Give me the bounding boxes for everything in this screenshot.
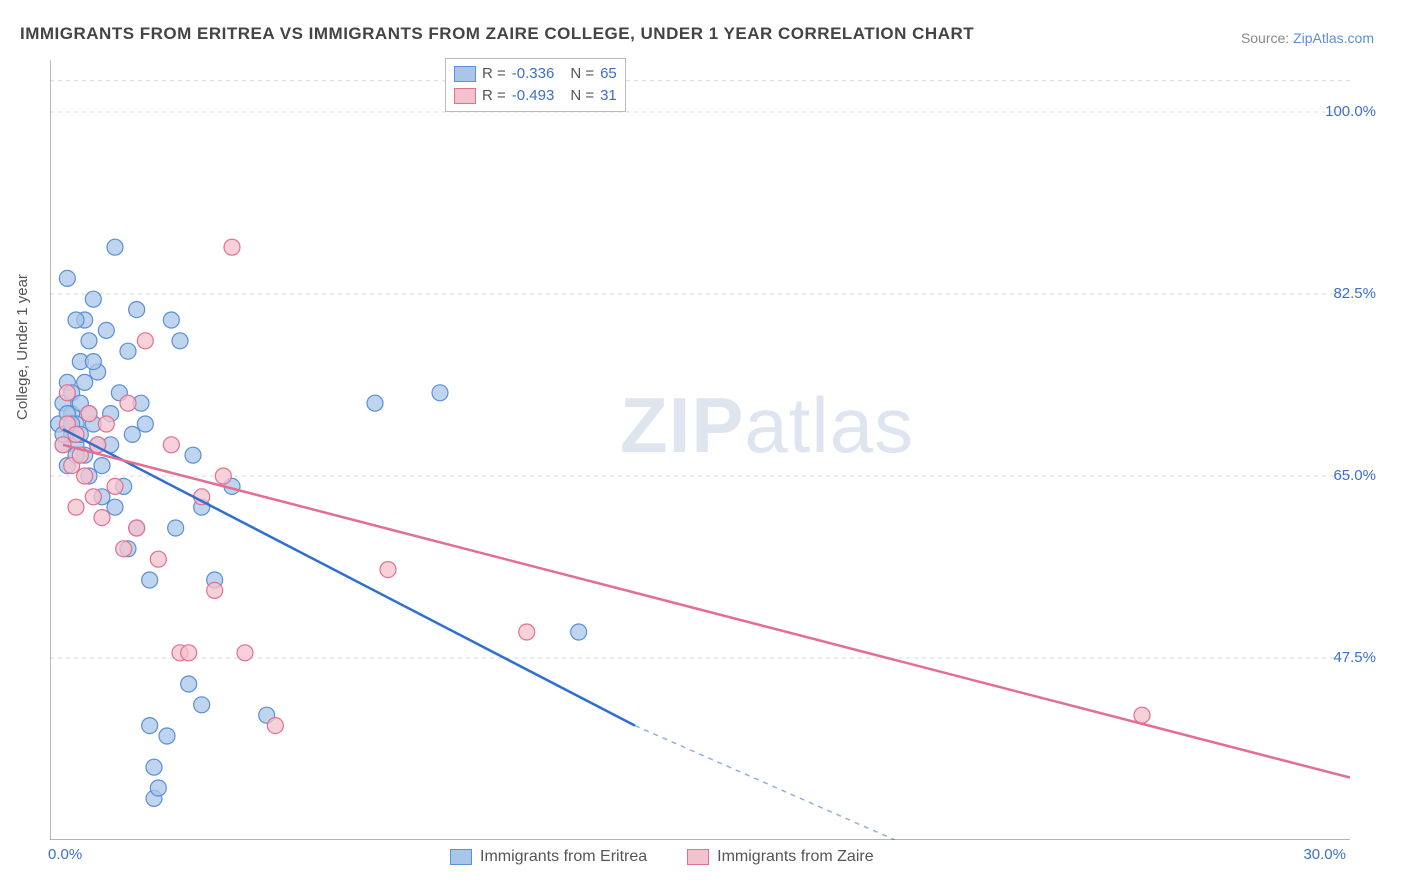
x-tick-label: 30.0% — [1303, 846, 1346, 863]
legend-correlation-row: R = -0.336 N = 65 — [454, 63, 617, 85]
y-tick-label: 47.5% — [1333, 649, 1376, 666]
legend-n-value: 31 — [600, 85, 617, 107]
y-tick-label: 65.0% — [1333, 467, 1376, 484]
source-link[interactable]: ZipAtlas.com — [1293, 30, 1374, 46]
legend-correlation-box: R = -0.336 N = 65 R = -0.493 N = 31 — [445, 58, 626, 112]
legend-n-label: N = — [570, 85, 594, 107]
legend-n-value: 65 — [600, 63, 617, 85]
x-tick-label: 0.0% — [48, 846, 82, 863]
source-attribution: Source: ZipAtlas.com — [1241, 30, 1374, 46]
chart-svg — [50, 60, 1350, 840]
legend-r-label: R = — [482, 63, 506, 85]
legend-correlation-row: R = -0.493 N = 31 — [454, 85, 617, 107]
y-tick-label: 82.5% — [1333, 285, 1376, 302]
legend-series-label: Immigrants from Eritrea — [480, 848, 647, 866]
legend-r-value: -0.336 — [512, 63, 555, 85]
source-label: Source: — [1241, 30, 1293, 46]
legend-swatch — [687, 849, 709, 865]
legend-n-label: N = — [570, 63, 594, 85]
legend-series-label: Immigrants from Zaire — [717, 848, 873, 866]
y-tick-label: 100.0% — [1325, 103, 1376, 120]
y-axis-label: College, Under 1 year — [14, 274, 31, 420]
legend-r-label: R = — [482, 85, 506, 107]
legend-series-item: Immigrants from Zaire — [687, 848, 873, 866]
legend-swatch — [450, 849, 472, 865]
chart-title: IMMIGRANTS FROM ERITREA VS IMMIGRANTS FR… — [20, 24, 974, 44]
chart-plot-area — [50, 60, 1350, 840]
legend-swatch — [454, 66, 476, 82]
legend-series: Immigrants from Eritrea Immigrants from Z… — [450, 848, 874, 866]
legend-series-item: Immigrants from Eritrea — [450, 848, 647, 866]
legend-swatch — [454, 88, 476, 104]
legend-r-value: -0.493 — [512, 85, 555, 107]
